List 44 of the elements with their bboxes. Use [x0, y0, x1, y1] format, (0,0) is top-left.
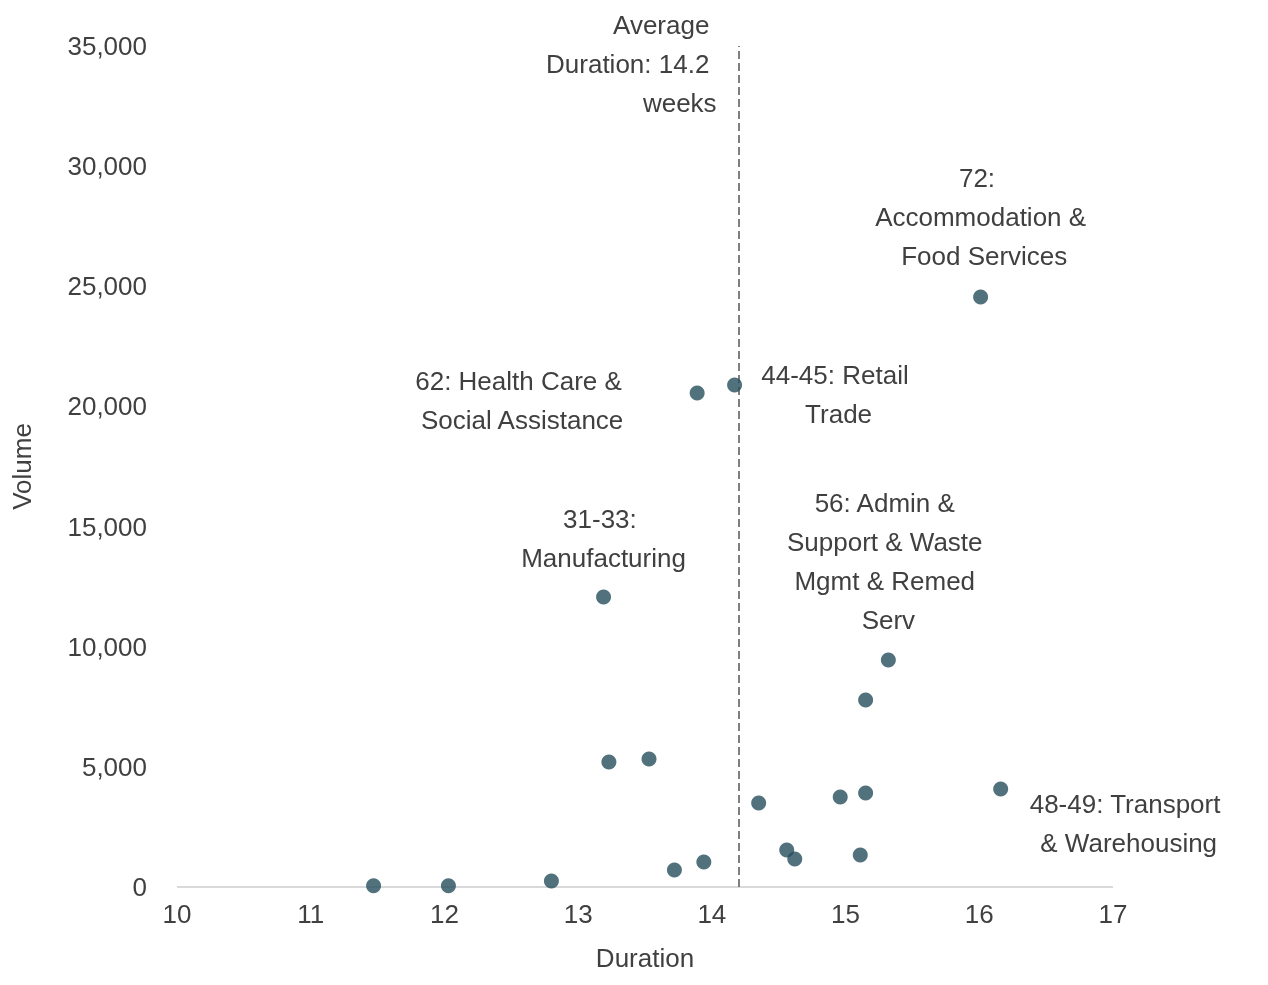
- y-tick-label: 0: [132, 872, 147, 902]
- point: [832, 789, 848, 805]
- x-axis-title: Duration: [595, 943, 695, 973]
- point: [666, 862, 682, 878]
- point: [858, 785, 874, 801]
- point: [543, 873, 559, 889]
- point: [852, 847, 868, 863]
- x-tick-label: 14: [697, 899, 727, 929]
- y-tick-label: 15,000: [67, 511, 147, 542]
- annotation: 56: Admin & Support & Waste Mgmt & Remed Serv: [786, 488, 990, 636]
- point: [440, 878, 456, 894]
- x-tick-label: 17: [1098, 899, 1128, 929]
- annotation: 44-45: Retail Trade: [761, 359, 916, 429]
- x-tick-label: 11: [297, 899, 325, 929]
- annotation: 31-33: Manufacturing: [521, 504, 686, 574]
- point: [751, 795, 767, 811]
- point: [787, 851, 803, 867]
- annotation: 48-49: Transport & Warehousing: [1029, 789, 1228, 859]
- point: [689, 385, 705, 401]
- x-tick-label: 16: [964, 899, 994, 929]
- point: [993, 781, 1009, 797]
- point: [696, 854, 712, 870]
- point: [973, 289, 989, 305]
- x-tick-label: 13: [563, 899, 593, 929]
- ref-line-label: Average Duration: 14.2 weeks: [546, 9, 717, 118]
- x-tick-label: 15: [831, 899, 861, 929]
- point: [601, 754, 617, 770]
- y-tick-label: 35,000: [67, 31, 147, 61]
- y-tick-label: 5,000: [81, 751, 147, 782]
- point: [366, 878, 382, 894]
- y-tick-label: 25,000: [67, 271, 147, 302]
- y-axis-title: Volume: [7, 423, 37, 510]
- y-tick-label: 20,000: [67, 391, 147, 422]
- point: [880, 652, 896, 668]
- y-tick-label: 10,000: [67, 631, 147, 662]
- x-tick-label: 10: [162, 899, 192, 929]
- annotation: 62: Health Care & Social Assistance: [415, 366, 630, 436]
- annotation: 72: Accommodation & Food Services: [875, 162, 1087, 271]
- point: [858, 692, 874, 708]
- point: [596, 589, 612, 605]
- y-tick-label: 30,000: [67, 151, 147, 182]
- point: [641, 751, 657, 767]
- x-tick-label: 12: [429, 899, 459, 929]
- point: [727, 377, 743, 393]
